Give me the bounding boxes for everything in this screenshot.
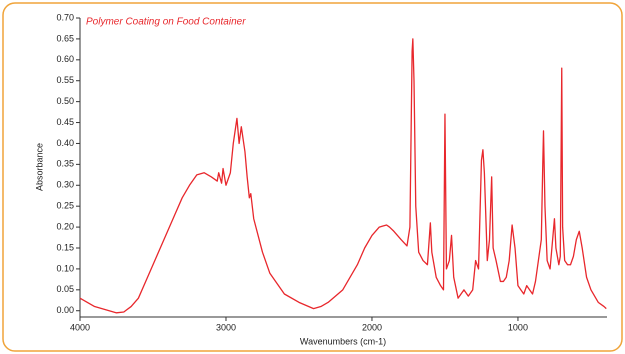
x-tick-label: 2000: [362, 322, 382, 332]
y-tick-label: 0.30: [56, 180, 74, 190]
y-tick-label: 0.45: [56, 117, 74, 127]
x-tick-label: 3000: [216, 322, 236, 332]
x-axis-label: Wavenumbers (cm-1): [300, 336, 386, 346]
y-tick-label: 0.55: [56, 75, 74, 85]
y-tick-label: 0.10: [56, 263, 74, 273]
y-tick-label: 0.00: [56, 305, 74, 315]
y-tick-label: 0.70: [56, 12, 74, 22]
chart-title: Polymer Coating on Food Container: [86, 17, 246, 28]
y-tick-label: 0.40: [56, 138, 74, 148]
x-tick-label: 1000: [508, 322, 528, 332]
y-tick-label: 0.15: [56, 242, 74, 252]
y-tick-label: 0.60: [56, 54, 74, 64]
y-tick-label: 0.05: [56, 284, 74, 294]
y-tick-label: 0.35: [56, 159, 74, 169]
x-tick-label: 4000: [70, 322, 90, 332]
spectrum-line: [79, 38, 607, 314]
y-tick-label: 0.20: [56, 221, 74, 231]
y-axis-label: Absorbance: [34, 143, 44, 191]
y-tick-label: 0.50: [56, 96, 74, 106]
y-tick-label: 0.25: [56, 201, 74, 211]
y-tick-label: 0.65: [56, 33, 74, 43]
